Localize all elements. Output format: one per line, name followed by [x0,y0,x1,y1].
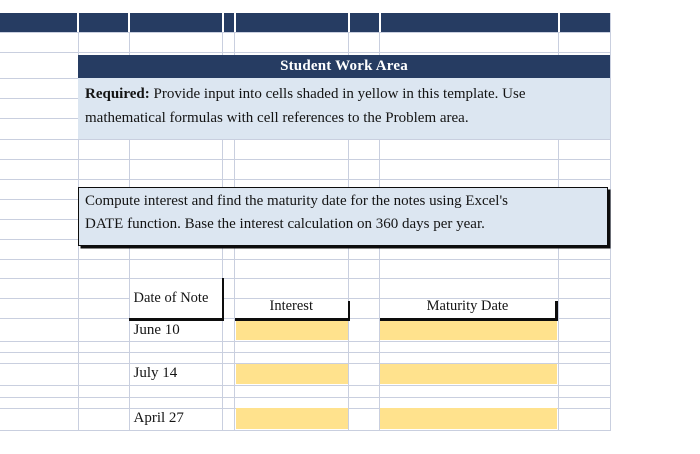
interest-input-cell-2[interactable] [235,363,348,384]
gridline-horizontal [0,139,610,141]
gridline-horizontal [0,218,78,220]
gridline-horizontal [0,429,610,431]
date-of-note-bottom-border [128,318,225,321]
cell-divider [379,12,381,32]
cell-divider [557,12,560,32]
interest-input-cell-3[interactable] [235,408,348,429]
gridline-horizontal [0,158,610,160]
interest-right-border [347,300,351,321]
gridline-horizontal [0,362,610,364]
gridline-horizontal [0,385,610,387]
gridline-horizontal [0,198,78,200]
gridline-horizontal [0,238,78,240]
required-label: Required: [85,85,150,102]
gridline-horizontal [0,396,610,398]
interest-input-cell-1[interactable] [235,320,348,340]
cell-divider [347,12,350,32]
note-date-cell-1: June 10 [133,321,180,338]
top-banner-row [0,12,610,32]
gridline-horizontal [221,298,610,300]
cell-divider [128,12,130,32]
gridline-horizontal [0,51,610,53]
gridline-horizontal [0,178,610,180]
cell-divider [77,12,79,32]
gridline-horizontal [0,298,129,300]
gridline-horizontal [0,117,78,119]
required-note-line1: Required: Provide input into cells shade… [85,85,526,102]
maturity-input-cell-3[interactable] [380,408,557,429]
gridline-horizontal [0,258,610,260]
note-date-cell-2: July 14 [133,365,178,382]
student-work-area-header: Student Work Area [78,54,610,78]
table-header-interest: Interest [269,298,313,314]
maturity-right-border [555,300,558,321]
date-of-note-right-border [221,277,225,321]
cell-divider [221,12,224,32]
gridline-horizontal [0,277,610,279]
note-date-cell-3: April 27 [133,410,184,426]
student-work-area-title: Student Work Area [280,57,408,74]
table-header-maturity-date: Maturity Date [426,298,509,314]
required-note-line2: mathematical formulas with cell referenc… [85,110,469,126]
cell-divider [233,12,236,32]
maturity-bottom-border [379,318,558,321]
gridline-horizontal [0,77,78,79]
maturity-input-cell-1[interactable] [380,320,557,340]
gridline-horizontal [0,97,78,99]
table-header-date-of-note: Date of Note [133,289,209,306]
gridline-horizontal [0,407,610,409]
instruction-line2: DATE function. Base the interest calcula… [85,215,485,232]
required-note-box: Required: Provide input into cells shade… [78,77,610,139]
gridline-horizontal [0,351,610,353]
maturity-input-cell-2[interactable] [380,363,557,384]
gridline-horizontal [0,340,610,342]
instruction-line1: Compute interest and find the maturity d… [85,192,509,209]
interest-bottom-border [235,318,350,321]
instruction-box: Compute interest and find the maturity d… [78,186,608,246]
gridline-horizontal [0,32,610,34]
gridline-vertical [610,12,612,431]
